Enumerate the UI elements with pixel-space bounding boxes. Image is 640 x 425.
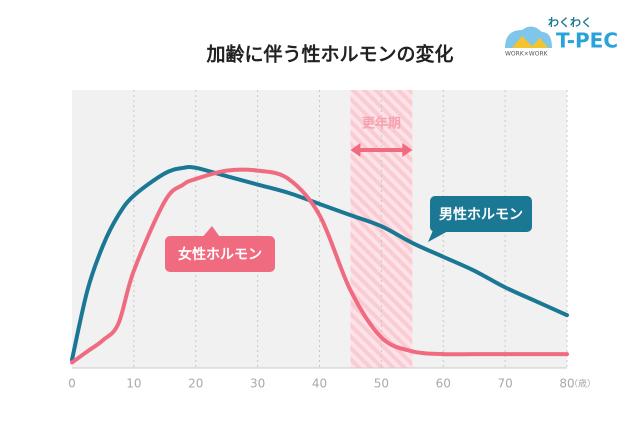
callout-box (165, 236, 275, 272)
x-tick-label: 20 (188, 377, 203, 391)
band-label: 更年期 (362, 116, 401, 132)
x-tick-label: 10 (126, 377, 141, 391)
x-tick-label: 40 (312, 377, 327, 391)
x-tick-label: 70 (497, 377, 512, 391)
x-tick-label: 60 (436, 377, 451, 391)
x-tick-label: 0 (68, 377, 76, 391)
chart-title: 加齢に伴う性ホルモンの変化 (205, 43, 453, 66)
logo: わくわく T-PEC WORK×WORK (505, 16, 618, 58)
callout-tail (200, 226, 222, 240)
legend-label: 女性ホルモン (178, 246, 262, 263)
x-tick-label: 30 (250, 377, 265, 391)
callout-tail (428, 228, 450, 242)
x-tick-label: 80 (559, 377, 574, 391)
legend-label: 男性ホルモン (439, 206, 523, 223)
logo-sub: WORK×WORK (505, 51, 549, 58)
logo-shape (512, 36, 548, 48)
x-tick-label: 50 (374, 377, 389, 391)
series-line (70, 164, 569, 362)
series-line (70, 167, 569, 365)
logo-main: T-PEC (556, 29, 618, 53)
logo-top: わくわく (548, 16, 592, 29)
callout-box (430, 196, 532, 232)
x-axis-label: （歳） (569, 378, 596, 390)
